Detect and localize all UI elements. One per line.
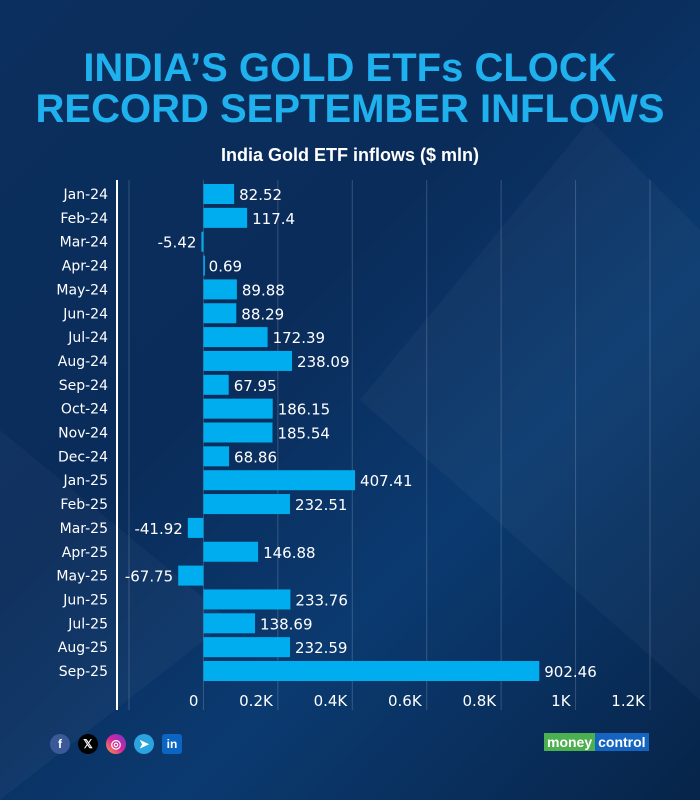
bar [203, 613, 256, 634]
chart-subtitle: India Gold ETF inflows ($ mln) [221, 145, 479, 165]
y-category-label: Sep-24 [59, 378, 108, 394]
data-label: 0.69 [209, 258, 242, 276]
bar [203, 494, 290, 515]
linkedin-icon[interactable]: in [162, 734, 182, 754]
bar [203, 303, 237, 324]
title-line-1: INDIA’S GOLD ETFs CLOCK [83, 46, 617, 90]
y-category-label: Feb-24 [60, 211, 108, 227]
data-label: 186.15 [278, 401, 331, 419]
data-label: -5.42 [158, 234, 197, 252]
bar [203, 661, 540, 681]
bar [203, 422, 273, 443]
data-label: 232.51 [295, 496, 348, 514]
data-label: 146.88 [263, 544, 316, 562]
social-links: f 𝕏 ◎ ➤ in [50, 734, 182, 754]
data-label: 232.59 [295, 639, 348, 657]
y-category-label: Nov-24 [58, 426, 108, 442]
y-category-label: Feb-25 [60, 497, 108, 513]
x-tick-label: 1K [551, 692, 572, 710]
y-category-label: May-24 [56, 282, 108, 298]
y-category-label: Jan-25 [63, 473, 108, 489]
data-label: 185.54 [277, 425, 330, 443]
y-category-label: Apr-24 [62, 259, 108, 275]
y-category-label: Jul-25 [67, 616, 108, 632]
data-label: 407.41 [360, 472, 413, 490]
data-label: 89.88 [242, 281, 285, 299]
y-category-label: Jun-25 [62, 592, 108, 608]
y-category-label: Jun-24 [62, 306, 108, 322]
data-label: 238.09 [297, 353, 350, 371]
y-category-label: May-25 [56, 569, 108, 585]
bar [203, 637, 290, 658]
data-label: 67.95 [234, 377, 277, 395]
moneycontrol-logo: money control [544, 733, 649, 751]
bar [203, 184, 235, 204]
bar [201, 231, 204, 252]
x-tick-label: 1.2K [611, 692, 646, 710]
y-category-label: Aug-25 [58, 640, 108, 656]
data-label: -67.75 [125, 568, 173, 586]
data-label: 233.76 [295, 591, 348, 609]
x-tick-label: 0.2K [239, 692, 274, 710]
y-category-label: Apr-25 [62, 545, 108, 561]
y-category-label: Sep-25 [59, 664, 108, 680]
x-tick-label: 0.4K [314, 692, 349, 710]
x-icon[interactable]: 𝕏 [78, 734, 98, 754]
data-label: -41.92 [134, 520, 182, 538]
page-title: INDIA’S GOLD ETFs CLOCK RECORD SEPTEMBER… [0, 48, 700, 130]
x-tick-label: 0 [189, 692, 199, 710]
bar [203, 398, 273, 419]
y-category-label: Mar-25 [60, 521, 108, 537]
bar [203, 279, 237, 300]
data-label: 117.4 [252, 210, 295, 228]
bar [203, 350, 293, 371]
bar [178, 565, 204, 586]
title-line-2: RECORD SEPTEMBER INFLOWS [35, 87, 665, 131]
y-category-label: Jul-24 [67, 330, 108, 346]
data-label: 172.39 [273, 329, 326, 347]
logo-part-control: control [595, 733, 649, 751]
y-category-label: Jan-24 [63, 187, 109, 203]
bar [203, 446, 230, 467]
x-tick-label: 0.8K [462, 692, 497, 710]
bar [187, 517, 204, 538]
bar [203, 470, 356, 491]
y-category-label: Mar-24 [60, 235, 108, 251]
bar [203, 255, 205, 276]
y-category-label: Oct-24 [61, 402, 108, 418]
logo-part-money: money [544, 733, 596, 751]
bar [203, 589, 291, 610]
data-label: 82.52 [239, 186, 282, 204]
x-tick-label: 0.6K [388, 692, 423, 710]
bar [203, 207, 248, 228]
facebook-icon[interactable]: f [50, 734, 70, 754]
bar [203, 374, 229, 395]
data-label: 68.86 [234, 448, 277, 466]
telegram-icon[interactable]: ➤ [134, 734, 154, 754]
y-category-label: Dec-24 [58, 449, 108, 465]
instagram-icon[interactable]: ◎ [106, 734, 126, 754]
bar [203, 327, 268, 348]
data-label: 902.46 [544, 663, 597, 681]
data-label: 138.69 [260, 615, 313, 633]
y-category-label: Aug-24 [58, 354, 108, 370]
data-label: 88.29 [241, 305, 284, 323]
bar [203, 541, 259, 562]
